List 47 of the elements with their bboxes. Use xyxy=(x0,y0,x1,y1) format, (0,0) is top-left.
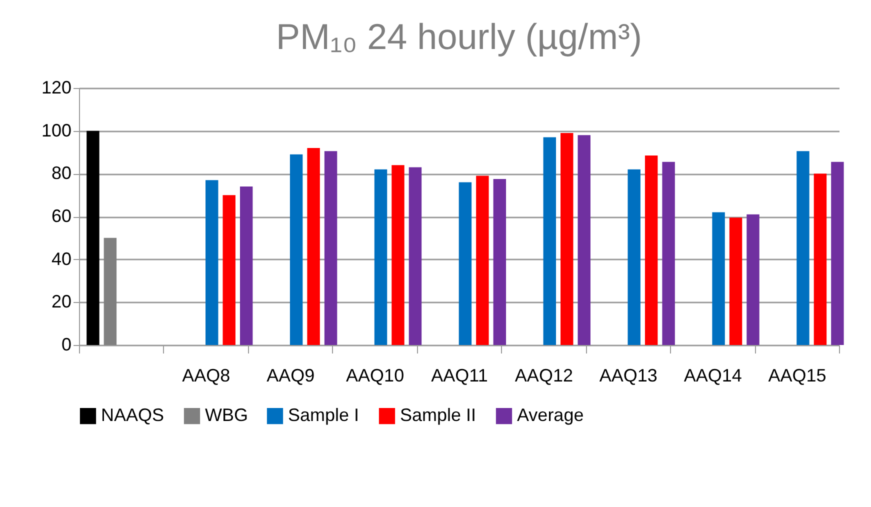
bar xyxy=(493,179,506,345)
x-tick-label: AAQ14 xyxy=(684,366,742,386)
x-tick-label: AAQ12 xyxy=(514,366,573,386)
legend-label: Sample I xyxy=(288,405,360,425)
bar xyxy=(712,212,725,345)
bar xyxy=(662,162,675,345)
x-tick-label: AAQ8 xyxy=(182,366,230,386)
x-tick-label: AAQ13 xyxy=(599,366,658,386)
y-tick-label: 20 xyxy=(51,292,72,312)
bar xyxy=(560,132,574,345)
x-tick-label: AAQ15 xyxy=(768,366,826,386)
bar xyxy=(324,151,338,345)
y-tick-label: 60 xyxy=(51,206,72,226)
bar xyxy=(408,167,422,345)
bar xyxy=(458,182,472,345)
bar xyxy=(644,155,658,345)
bar xyxy=(831,162,844,345)
bar xyxy=(543,137,556,345)
bar xyxy=(578,135,590,345)
bar xyxy=(374,169,388,345)
y-tick-label: 0 xyxy=(61,334,72,354)
bar xyxy=(240,186,253,345)
legend-label: WBG xyxy=(205,405,248,425)
y-tick-label: 120 xyxy=(41,78,72,98)
bar xyxy=(307,148,320,345)
legend-label: NAAQS xyxy=(101,405,164,425)
bar xyxy=(290,154,303,345)
bar xyxy=(206,180,218,345)
x-tick-label: AAQ10 xyxy=(346,366,404,386)
x-tick-label: AAQ9 xyxy=(266,366,315,386)
bar xyxy=(476,176,489,345)
bar xyxy=(746,214,760,345)
y-tick-label: 80 xyxy=(51,163,72,184)
legend-label: Average xyxy=(517,405,584,425)
x-tick-label: AAQ11 xyxy=(431,366,488,386)
bar xyxy=(729,218,742,345)
bar xyxy=(628,169,640,345)
bar xyxy=(104,238,117,345)
chart-title: PM₁₀ 24 hourly (µg/m³) xyxy=(276,16,642,57)
bar xyxy=(222,195,236,345)
bar xyxy=(86,130,100,345)
legend-label: Sample II xyxy=(400,405,476,425)
y-tick-label: 100 xyxy=(41,120,72,140)
y-tick-label: 40 xyxy=(51,248,72,269)
bar xyxy=(814,174,827,345)
bar xyxy=(796,151,810,345)
bar xyxy=(392,165,404,345)
